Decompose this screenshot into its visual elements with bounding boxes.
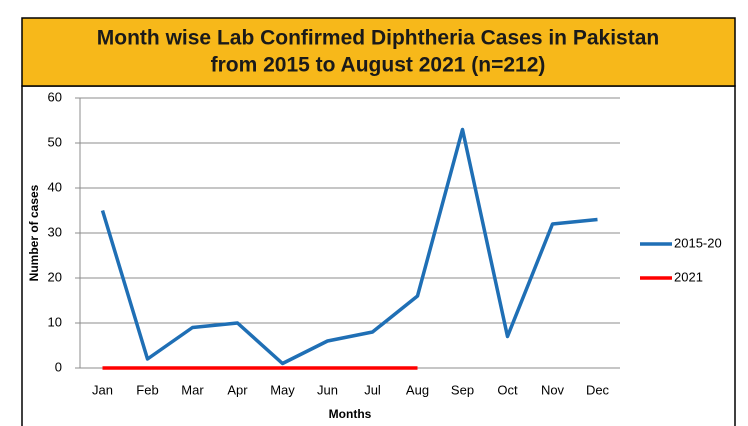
x-tick-label: Oct: [497, 382, 518, 397]
legend-label: 2015-20: [674, 235, 722, 250]
chart-title: from 2015 to August 2021 (n=212): [211, 54, 546, 77]
x-tick-label: Aug: [406, 382, 429, 397]
x-tick-label: Jan: [92, 382, 113, 397]
x-tick-label: May: [270, 382, 295, 397]
y-tick-label: 20: [48, 269, 62, 284]
x-tick-label: Jun: [317, 382, 338, 397]
x-tick-label: Nov: [541, 382, 565, 397]
x-tick-label: Sep: [451, 382, 474, 397]
y-tick-label: 40: [48, 179, 62, 194]
x-tick-label: Apr: [227, 382, 248, 397]
x-tick-label: Dec: [586, 382, 610, 397]
y-tick-label: 0: [55, 359, 62, 374]
series-line: [100, 127, 598, 366]
y-tick-label: 30: [48, 224, 62, 239]
legend-label: 2021: [674, 269, 703, 284]
y-tick-label: 50: [48, 134, 62, 149]
chart-frame: [21, 85, 736, 426]
x-tick-label: Mar: [181, 382, 204, 397]
chart-title: Month wise Lab Confirmed Diphtheria Case…: [97, 27, 659, 50]
y-tick-label: 60: [48, 89, 62, 104]
y-axis-title: Number of cases: [27, 184, 41, 281]
title-box: [21, 17, 736, 87]
y-tick-label: 10: [48, 314, 62, 329]
x-axis-title: Months: [329, 407, 372, 421]
x-tick-label: Jul: [364, 382, 381, 397]
x-tick-label: Feb: [136, 382, 158, 397]
